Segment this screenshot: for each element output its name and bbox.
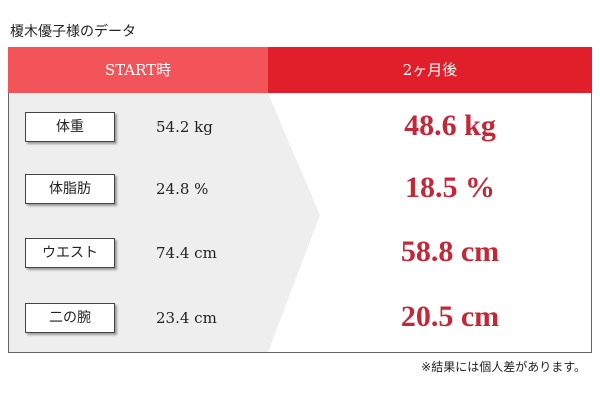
table-frame (8, 47, 592, 353)
header-start-bg (8, 47, 268, 93)
row-label: 体重 (25, 112, 115, 142)
after-value: 20.5 cm (400, 300, 500, 333)
footnote: ※結果には個人差があります。 (421, 360, 586, 374)
row-label: ウエスト (25, 238, 115, 268)
header-after: 2ヶ月後 (402, 61, 458, 79)
row-label: 体脂肪 (25, 174, 115, 204)
after-value: 58.8 cm (400, 235, 500, 268)
start-value: 54.2 kg (156, 118, 213, 136)
header-after-bg (268, 47, 592, 93)
header-start: START時 (104, 61, 172, 79)
start-value: 23.4 cm (156, 309, 217, 327)
after-value: 48.6 kg (404, 109, 496, 142)
after-value: 18.5 % (405, 171, 495, 204)
title: 榎木優子様のデータ (10, 24, 136, 40)
row-label: 二の腕 (25, 303, 115, 333)
start-value: 24.8 % (156, 180, 209, 198)
arrow-bg (9, 93, 320, 352)
start-value: 74.4 cm (156, 244, 217, 262)
